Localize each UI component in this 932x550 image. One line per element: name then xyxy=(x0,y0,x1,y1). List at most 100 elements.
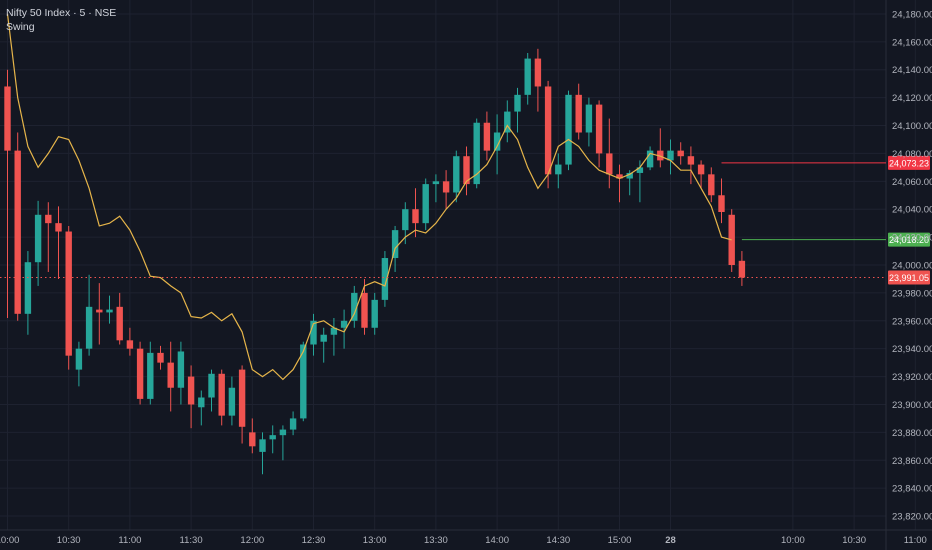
candle-body xyxy=(218,373,225,416)
y-tick-label: 23,940.00 xyxy=(892,344,932,355)
candle-body xyxy=(595,104,603,154)
candle-body xyxy=(116,306,123,341)
candle-body xyxy=(136,348,144,399)
x-tick-label: 15:00 xyxy=(608,535,632,546)
candle-body xyxy=(544,86,552,175)
candle-body xyxy=(147,352,154,399)
x-tick-label: 14:30 xyxy=(546,535,570,546)
candle-body xyxy=(259,439,266,452)
candle-body xyxy=(289,418,297,430)
symbol-title[interactable]: Nifty 50 Index · 5 · NSE xyxy=(6,7,117,19)
candle-body xyxy=(238,369,246,427)
x-tick-label: 10:30 xyxy=(57,535,81,546)
candle-body xyxy=(422,184,429,224)
support-label: 24,018.20 xyxy=(889,235,929,245)
x-tick-label: 12:00 xyxy=(240,535,264,546)
candle-body xyxy=(585,104,593,133)
candle-body xyxy=(34,214,42,263)
indicator-label[interactable]: Swing xyxy=(6,21,35,33)
candle-body xyxy=(432,181,440,185)
y-tick-label: 23,820.00 xyxy=(892,512,932,523)
candle-body xyxy=(381,258,389,300)
candle-body xyxy=(626,172,633,179)
candle-body xyxy=(391,230,399,259)
candle-body xyxy=(463,156,470,185)
candle-body xyxy=(534,58,542,87)
x-tick-label: 10:00 xyxy=(0,535,19,546)
candle-body xyxy=(249,432,256,447)
candle-body xyxy=(330,327,338,335)
candle-body xyxy=(300,344,307,419)
candle-body xyxy=(228,387,236,416)
candle-body xyxy=(361,292,368,328)
candle-body xyxy=(524,58,531,95)
candle-body xyxy=(483,122,491,151)
x-tick-label: 12:30 xyxy=(302,535,326,546)
candle-body xyxy=(106,309,113,313)
candle-body xyxy=(371,299,378,328)
candle-body xyxy=(575,94,582,133)
candle-body xyxy=(126,340,134,349)
candle-body xyxy=(616,174,623,179)
x-tick-label: 13:00 xyxy=(363,535,387,546)
candle-body xyxy=(198,397,205,408)
candle-body xyxy=(269,435,276,440)
y-tick-label: 23,840.00 xyxy=(892,484,932,495)
candle-body xyxy=(24,262,32,314)
candle-body xyxy=(45,214,52,224)
y-tick-label: 24,180.00 xyxy=(892,9,932,20)
y-tick-label: 23,920.00 xyxy=(892,372,932,383)
x-tick-label: 11:00 xyxy=(904,535,927,546)
candle-body xyxy=(75,348,83,370)
y-tick-label: 24,160.00 xyxy=(892,37,932,48)
candle-body xyxy=(555,164,562,175)
candle-body xyxy=(402,209,409,231)
candle-body xyxy=(14,150,21,314)
y-tick-label: 24,140.00 xyxy=(892,65,932,76)
candle-body xyxy=(4,86,11,151)
candle-body xyxy=(565,94,572,165)
candle-body xyxy=(320,334,327,342)
candle-body xyxy=(493,132,501,151)
last-price-label: 23,991.05 xyxy=(889,273,929,283)
candle-body xyxy=(697,164,705,175)
y-tick-label: 23,980.00 xyxy=(892,288,932,299)
candle-body xyxy=(646,150,654,168)
swing-line xyxy=(6,13,732,381)
resistance-label: 24,073.23 xyxy=(889,158,929,168)
candle-body xyxy=(606,153,613,175)
y-tick-label: 24,020.00 xyxy=(892,233,932,244)
candle-body xyxy=(412,209,419,224)
candle-body xyxy=(657,150,664,161)
candle-body xyxy=(636,167,644,173)
x-tick-label: 14:00 xyxy=(485,535,509,546)
x-tick-label: 11:00 xyxy=(118,535,141,546)
candle-body xyxy=(177,351,185,388)
x-tick-label: 13:30 xyxy=(424,535,448,546)
candle-body xyxy=(442,181,450,193)
y-tick-label: 23,880.00 xyxy=(892,428,932,439)
x-tick-label: 11:30 xyxy=(180,535,203,546)
support-label-box xyxy=(888,232,930,247)
candle-body xyxy=(208,373,215,398)
candle-body xyxy=(677,150,684,157)
y-tick-label: 24,000.00 xyxy=(892,261,932,272)
y-tick-label: 24,040.00 xyxy=(892,205,932,216)
candle-body xyxy=(351,292,358,321)
y-tick-label: 24,120.00 xyxy=(892,93,932,104)
candle-body xyxy=(708,174,715,196)
candle-body xyxy=(738,260,746,278)
chart-legend: Nifty 50 Index · 5 · NSE Swing xyxy=(6,6,116,34)
candle-body xyxy=(453,156,460,193)
candle-body xyxy=(157,352,164,363)
candle-body xyxy=(340,320,348,328)
candle-body xyxy=(167,362,174,388)
y-tick-label: 23,900.00 xyxy=(892,400,932,411)
candle-body xyxy=(279,429,287,436)
candle-body xyxy=(687,156,695,165)
candle-body xyxy=(310,320,317,345)
candle-body xyxy=(514,94,521,112)
